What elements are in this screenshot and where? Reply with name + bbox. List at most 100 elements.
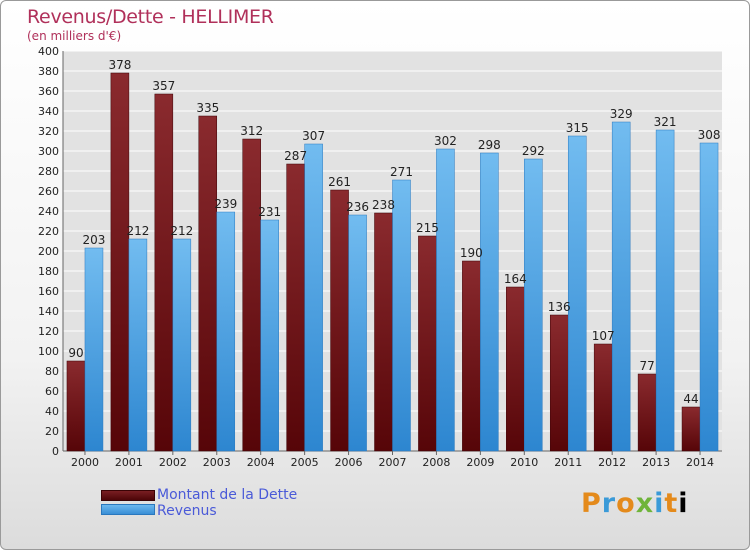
x-tick-label: 2002 [159,456,187,469]
y-tick-label: 20 [45,425,59,438]
legend-swatch-dette [101,490,155,501]
legend-label-revenus: Revenus [157,503,217,519]
y-tick-label: 40 [45,405,59,418]
bar-revenus [524,158,543,452]
data-label-revenus: 203 [83,233,106,247]
x-tick-label: 2001 [115,456,143,469]
data-label-dette: 335 [196,101,219,115]
bar-dette [110,72,130,452]
x-tick-label: 2014 [686,456,714,469]
x-tick-label: 2007 [379,456,407,469]
data-label-dette: 312 [240,124,263,138]
bar-revenus [480,152,499,452]
data-label-dette: 44 [683,392,698,406]
data-label-dette: 90 [68,346,83,360]
bar-dette [374,212,393,452]
data-label-revenus: 308 [698,128,721,142]
y-tick-label: 380 [38,65,59,78]
y-tick-label: 280 [38,165,59,178]
y-tick-label: 360 [38,85,59,98]
bar-revenus [567,135,587,452]
bar-revenus [392,179,411,452]
bar-dette [198,115,218,452]
data-label-revenus: 292 [522,144,545,158]
y-tick-label: 240 [38,205,59,218]
bar-dette [681,406,701,452]
bar-revenus [611,121,631,452]
bar-dette [462,260,481,452]
data-label-revenus: 239 [214,197,237,211]
y-tick-label: 260 [38,185,59,198]
bar-dette [286,163,305,452]
x-tick-label: 2013 [642,456,670,469]
x-tick-label: 2010 [510,456,538,469]
y-tick-label: 220 [38,225,59,238]
data-label-revenus: 231 [258,205,281,219]
y-tick-label: 100 [38,345,59,358]
chart-title: Revenus/Dette - HELLIMER [27,6,274,28]
x-tick-label: 2008 [422,456,450,469]
x-tick-label: 2011 [554,456,582,469]
y-tick-label: 60 [45,385,59,398]
bar-dette [506,286,525,452]
data-label-dette: 215 [416,221,439,235]
bar-revenus [84,247,104,452]
bar-revenus [216,211,236,452]
data-label-dette: 190 [460,246,483,260]
bar-revenus [655,129,675,452]
bar-revenus [699,142,719,452]
bar-revenus [260,219,279,452]
data-label-dette: 238 [372,198,395,212]
data-label-dette: 378 [108,58,131,72]
data-label-revenus: 321 [654,115,677,129]
data-label-dette: 261 [328,175,351,189]
y-tick-label: 160 [38,285,59,298]
data-label-revenus: 298 [478,138,501,152]
bar-dette [66,360,86,452]
x-tick-label: 2005 [291,456,319,469]
bar-dette [330,189,349,452]
x-tick-label: 2006 [335,456,363,469]
bar-revenus [348,214,367,452]
y-tick-label: 300 [38,145,59,158]
chart-subtitle: (en milliers d'€) [27,29,122,43]
bar-revenus [172,238,192,452]
x-tick-label: 2003 [203,456,231,469]
data-label-dette: 77 [639,359,654,373]
bar-dette [637,373,657,452]
data-label-dette: 107 [592,329,615,343]
data-label-dette: 357 [152,79,175,93]
data-label-dette: 287 [284,149,307,163]
bar-dette [549,314,569,452]
bar-dette [593,343,613,452]
data-label-revenus: 236 [346,200,369,214]
bar-dette [242,138,261,452]
y-tick-label: 120 [38,325,59,338]
x-tick-label: 2004 [247,456,275,469]
data-label-revenus: 329 [610,107,633,121]
y-tick-label: 140 [38,305,59,318]
y-tick-label: 80 [45,365,59,378]
data-label-dette: 164 [504,272,527,286]
y-tick-label: 200 [38,245,59,258]
y-tick-label: 340 [38,105,59,118]
y-tick-label: 400 [38,45,59,58]
x-tick-label: 2009 [466,456,494,469]
data-label-revenus: 302 [434,134,457,148]
data-label-revenus: 271 [390,165,413,179]
bar-dette [418,235,437,452]
x-tick-label: 2012 [598,456,626,469]
proxiti-logo: Proxiti [581,488,689,519]
x-tick-label: 2000 [71,456,99,469]
bar-revenus [436,148,455,452]
bar-revenus [304,143,323,452]
y-tick-label: 0 [52,445,59,458]
data-label-revenus: 212 [126,224,149,238]
y-tick-label: 180 [38,265,59,278]
bar-dette [154,93,174,452]
data-label-revenus: 212 [170,224,193,238]
legend-swatch-revenus [101,504,155,515]
legend-label-dette: Montant de la Dette [157,487,298,503]
data-label-dette: 136 [548,300,571,314]
